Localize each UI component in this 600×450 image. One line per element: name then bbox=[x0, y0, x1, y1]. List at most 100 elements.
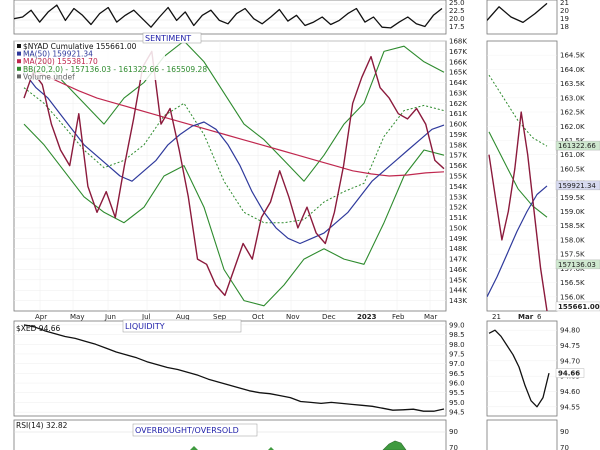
legend-swatch bbox=[17, 66, 21, 71]
zoom-bb-mid-line bbox=[488, 74, 548, 147]
main-xtick-label: Apr bbox=[35, 313, 47, 321]
main-ytick-label: 163K bbox=[449, 89, 467, 97]
main-ytick-label: 156K bbox=[449, 162, 467, 170]
zoom-bb-lower-line bbox=[488, 131, 548, 218]
main-ytick-label: 148K bbox=[449, 245, 467, 253]
main-legend-entry: Volume undef bbox=[23, 72, 75, 81]
main-ytick-label: 158K bbox=[449, 141, 467, 149]
top-ytick-label: 25.0 bbox=[449, 0, 465, 7]
top-zoom-line bbox=[487, 2, 548, 24]
main-ytick-label: 159K bbox=[449, 131, 467, 139]
rsi-overbought-fill bbox=[190, 446, 198, 450]
legend-swatch bbox=[17, 74, 21, 79]
zoom-value-tag: 159921.34 bbox=[558, 182, 596, 190]
main-ytick-label: 147K bbox=[449, 256, 467, 264]
liquidity-label-box bbox=[122, 319, 242, 333]
zoom-ytick-label: 160.5K bbox=[560, 165, 585, 173]
zoom-ytick-label: 163.0K bbox=[560, 94, 585, 102]
rsi-zoom-ytick-label: 70 bbox=[560, 444, 569, 450]
liquidity-value-tag-bg bbox=[555, 368, 585, 378]
xed-line bbox=[23, 324, 445, 412]
rsi-overbought-fill bbox=[382, 440, 407, 450]
legend-swatch bbox=[17, 51, 21, 56]
rsi-ytick-label: 70 bbox=[449, 444, 458, 450]
main-xtick-label: Feb bbox=[392, 313, 405, 321]
main-xtick-label: Nov bbox=[286, 313, 300, 321]
liquidity-ytick-label: 94.5 bbox=[449, 409, 465, 417]
main-ytick-label: 161K bbox=[449, 110, 467, 118]
bb-mid-line bbox=[23, 87, 445, 224]
zoom-ytick-label: 162.0K bbox=[560, 123, 585, 131]
main-xtick-label: Dec bbox=[322, 313, 336, 321]
legend-swatch bbox=[17, 59, 21, 64]
top-panel-frame bbox=[13, 0, 447, 35]
main-xtick-label: Aug bbox=[176, 313, 190, 321]
zoom-xtick-label: 21 bbox=[492, 313, 501, 321]
zoom-ytick-label: 157.5K bbox=[560, 251, 585, 259]
main-ytick-label: 144K bbox=[449, 287, 467, 295]
zoom-ytick-label: 156.5K bbox=[560, 279, 585, 287]
main-xtick-label: Sep bbox=[213, 313, 227, 321]
zoom-value-tag: 155661.00 bbox=[558, 303, 600, 311]
rsi-label-box bbox=[132, 423, 258, 437]
xed-zoom-line bbox=[488, 329, 550, 408]
main-ytick-label: 146K bbox=[449, 266, 467, 274]
rsi-ytick-label: 90 bbox=[449, 428, 458, 436]
top-zoom-ytick-label: 21 bbox=[560, 0, 569, 7]
zoom-value-tag-bg bbox=[555, 140, 600, 151]
main-legend-entry: BB(20,2.0) - 157136.03 - 161322.66 - 165… bbox=[23, 65, 207, 74]
liquidity-label: LIQUIDITY bbox=[125, 322, 165, 331]
liquidity-ytick-label: 98.0 bbox=[449, 341, 465, 349]
liquidity-ytick-label: 96.0 bbox=[449, 380, 465, 388]
liquidity-zoom-ytick-label: 94.75 bbox=[560, 342, 580, 350]
liquidity-ytick-label: 99.0 bbox=[449, 321, 465, 329]
liquidity-legend-entry: $XED 94.66 bbox=[16, 324, 61, 333]
top-zoom-ytick-label: 18 bbox=[560, 23, 569, 31]
main-ytick-label: 160K bbox=[449, 121, 467, 129]
ma50-line bbox=[23, 71, 445, 245]
liquidity-value-tag: 94.66 bbox=[558, 370, 580, 378]
main-xtick-label: Mar bbox=[424, 313, 437, 321]
rsi-overbought-fill bbox=[268, 447, 274, 450]
main-ytick-label: 162K bbox=[449, 100, 467, 108]
liquidity-ytick-label: 97.0 bbox=[449, 360, 465, 368]
rsi-label: OVERBOUGHT/OVERSOLD bbox=[135, 426, 239, 435]
main-xtick-label: Jul bbox=[141, 313, 151, 321]
zoom-ytick-label: 161.0K bbox=[560, 151, 585, 159]
main-ytick-label: 155K bbox=[449, 173, 467, 181]
top-zoom-frame bbox=[486, 0, 558, 35]
main-legend-box bbox=[15, 42, 165, 80]
top-zoom-ytick-label: 20 bbox=[560, 7, 569, 15]
zoom-ytick-label: 163.5K bbox=[560, 80, 585, 88]
main-xtick-label: Oct bbox=[252, 313, 264, 321]
liquidity-ytick-label: 95.5 bbox=[449, 389, 465, 397]
liquidity-zoom-ytick-label: 94.55 bbox=[560, 403, 580, 411]
main-legend-entry: MA(50) 159921.34 bbox=[23, 50, 93, 59]
zoom-value-tag-bg bbox=[555, 259, 600, 270]
main-ytick-label: 168K bbox=[449, 38, 467, 46]
bb-upper-line bbox=[23, 41, 445, 182]
zoom-ytick-label: 156.0K bbox=[560, 293, 585, 301]
main-ytick-label: 157K bbox=[449, 152, 467, 160]
top-zoom-ytick-label: 19 bbox=[560, 15, 569, 23]
main-ytick-label: 151K bbox=[449, 214, 467, 222]
top-ytick-label: 20.0 bbox=[449, 15, 465, 23]
main-ytick-label: 150K bbox=[449, 224, 467, 232]
liquidity-ytick-label: 97.5 bbox=[449, 350, 465, 358]
zoom-ytick-label: 162.5K bbox=[560, 109, 585, 117]
liquidity-zoom-ytick-label: 94.60 bbox=[560, 388, 580, 396]
rsi-legend-entry: RSI(14) 32.82 bbox=[16, 421, 68, 430]
main-legend-entry: $NYAD Cumulative 155661.00 bbox=[23, 42, 137, 51]
zoom-ma50-line bbox=[487, 185, 548, 298]
main-xtick-label: May bbox=[70, 313, 84, 321]
sentiment-label: SENTIMENT bbox=[145, 34, 191, 43]
zoom-value-tag: 157136.03 bbox=[558, 261, 596, 269]
main-ytick-label: 167K bbox=[449, 48, 467, 56]
legend-swatch bbox=[17, 44, 21, 48]
zoom-value-tag-bg bbox=[555, 180, 600, 191]
zoom-ytick-label: 158.0K bbox=[560, 236, 585, 244]
liquidity-ytick-label: 98.5 bbox=[449, 331, 465, 339]
liquidity-ytick-label: 95.0 bbox=[449, 399, 465, 407]
main-ytick-label: 165K bbox=[449, 69, 467, 77]
